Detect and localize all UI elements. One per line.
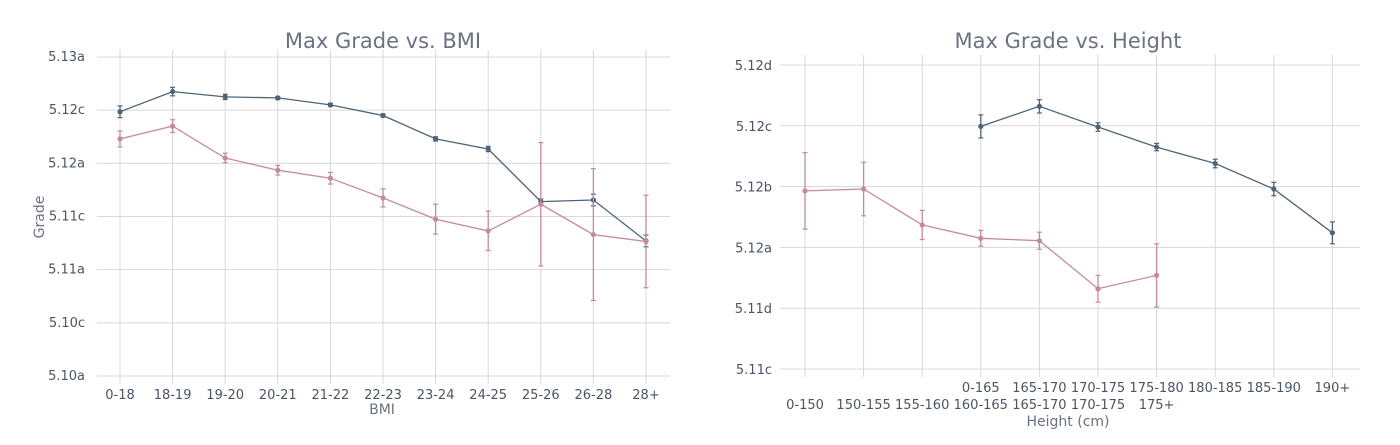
bmi-series: [117, 86, 649, 302]
bmi-y-tick-label-2: 5.11a: [48, 263, 85, 278]
bmi-series-1-point-5: [380, 195, 386, 201]
bmi-series-0-point-2: [222, 94, 228, 100]
height-x-tick-label-1-5: 170-175: [1071, 398, 1125, 413]
bmi-series-0-point-5: [380, 112, 386, 119]
height-series-1-point-5: [1095, 286, 1101, 292]
height-series-1-point-2: [919, 222, 925, 228]
height-x-tick-label-0-2: 170-175: [1071, 381, 1125, 396]
bmi-series-1-point-9: [590, 231, 597, 238]
bmi-chart: Max Grade vs. BMI 5.10a5.10c5.11a5.11c5.…: [32, 29, 670, 418]
bmi-x-axis-label: BMI: [369, 402, 395, 418]
height-y-tick-label-0: 5.11c: [736, 363, 772, 378]
bmi-series-1-point-0: [117, 136, 123, 142]
bmi-series-0-point-1: [170, 88, 176, 95]
bmi-x-tick-label-4: 21-22: [312, 388, 350, 403]
height-y-tick-label-1: 5.11d: [735, 302, 772, 317]
bmi-series-0-point-6: [433, 136, 439, 142]
bmi-series-0-point-0: [117, 109, 123, 115]
height-series-1-point-3: [978, 235, 984, 241]
bmi-series-0-point-4: [327, 102, 333, 108]
height-x-ticks: 0-165 165-170 170-175 175-180 180-185 185-190…: [786, 381, 1350, 413]
height-y-tick-label-3: 5.12b: [735, 181, 772, 196]
bmi-x-tick-label-1: 18-19: [154, 388, 192, 403]
bmi-series-1-point-6: [433, 216, 439, 222]
bmi-x-tick-label-9: 26-28: [575, 388, 613, 403]
height-chart: Max Grade vs. Height 5.11c 5.11d 5.12a 5.12…: [735, 29, 1360, 430]
height-gridlines: [780, 55, 1360, 377]
height-x-tick-label-1-1: 150-155: [836, 398, 890, 413]
height-series-0-point-2: [1095, 124, 1101, 130]
bmi-series-1-point-7: [485, 228, 491, 234]
height-x-tick-label-0-4: 180-185: [1188, 381, 1242, 396]
bmi-y-ticks: 5.10a 5.10c 5.11a 5.11c 5.12a 5.12c 5.13a: [48, 50, 85, 384]
height-series-1-point-0: [802, 188, 808, 194]
height-y-tick-label-4: 5.12c: [736, 120, 772, 135]
height-series: [802, 99, 1335, 308]
bmi-y-tick-label-3: 5.11c: [49, 210, 85, 225]
bmi-series-1-point-8: [538, 201, 544, 207]
height-x-axis-label: Height (cm): [1027, 414, 1110, 430]
bmi-y-tick-label-6: 5.13a: [48, 50, 85, 65]
bmi-y-tick-label-0: 5.10a: [48, 369, 85, 384]
height-series-0-point-3: [1154, 144, 1160, 150]
bmi-x-tick-label-6: 23-24: [417, 388, 455, 403]
height-series-1-point-1: [861, 186, 867, 192]
height-x-tick-label-1-3: 160-165: [954, 398, 1008, 413]
height-x-tick-label-1-6: 175+: [1139, 398, 1175, 413]
bmi-series-1-point-4: [327, 175, 333, 181]
height-series-0-point-6: [1329, 230, 1335, 236]
height-series-0-point-5: [1271, 186, 1277, 192]
bmi-x-tick-label-8: 25-26: [522, 388, 560, 403]
height-x-tick-label-1-4: 165-170: [1012, 398, 1066, 413]
height-x-tick-label-0-5: 185-190: [1247, 381, 1301, 396]
bmi-x-tick-label-3: 20-21: [259, 388, 297, 403]
height-series-0-point-4: [1212, 160, 1218, 167]
height-x-tick-label-1-2: 155-160: [895, 398, 949, 413]
height-series-1-point-6: [1154, 272, 1160, 278]
height-y-ticks: 5.11c 5.11d 5.12a 5.12b 5.12c 5.12d: [735, 59, 772, 378]
height-y-tick-label-5: 5.12d: [735, 59, 772, 74]
bmi-x-tick-label-10: 28+: [632, 388, 659, 403]
bmi-series-1-point-10: [643, 238, 649, 245]
bmi-gridlines: [97, 50, 670, 384]
bmi-series-0-point-7: [485, 146, 491, 152]
bmi-y-tick-label-4: 5.12a: [48, 156, 85, 171]
height-x-tick-label-0-1: 165-170: [1012, 381, 1066, 396]
height-series-1-point-4: [1036, 238, 1042, 244]
height-y-tick-label-2: 5.12a: [735, 241, 772, 256]
bmi-chart-title: Max Grade vs. BMI: [285, 29, 481, 53]
bmi-series-1-point-3: [275, 167, 281, 173]
bmi-y-tick-label-1: 5.10c: [49, 316, 85, 331]
bmi-x-tick-label-2: 19-20: [206, 388, 244, 403]
bmi-series-1-point-1: [170, 123, 176, 129]
bmi-y-tick-label-5: 5.12c: [49, 103, 85, 118]
bmi-x-ticks: 0-18 18-19 19-20 20-21 21-22 22-23 23-24 24-25 2…: [105, 388, 659, 403]
height-x-tick-label-1-0: 0-150: [786, 398, 824, 413]
height-series-0-point-1: [1036, 103, 1042, 109]
bmi-series-0-point-3: [275, 95, 281, 101]
height-chart-title: Max Grade vs. Height: [955, 29, 1182, 53]
bmi-x-tick-label-5: 22-23: [364, 388, 402, 403]
bmi-x-tick-label-0: 0-18: [105, 388, 135, 403]
height-x-tick-label-0-0: 0-165: [962, 381, 1000, 396]
height-x-tick-label-0-3: 175-180: [1129, 381, 1183, 396]
height-x-tick-label-0-6: 190+: [1315, 381, 1351, 396]
bmi-y-axis-label: Grade: [32, 196, 48, 239]
bmi-series-1-point-2: [222, 155, 228, 161]
bmi-x-tick-label-7: 24-25: [469, 388, 507, 403]
height-series-0-point-0: [978, 123, 984, 130]
